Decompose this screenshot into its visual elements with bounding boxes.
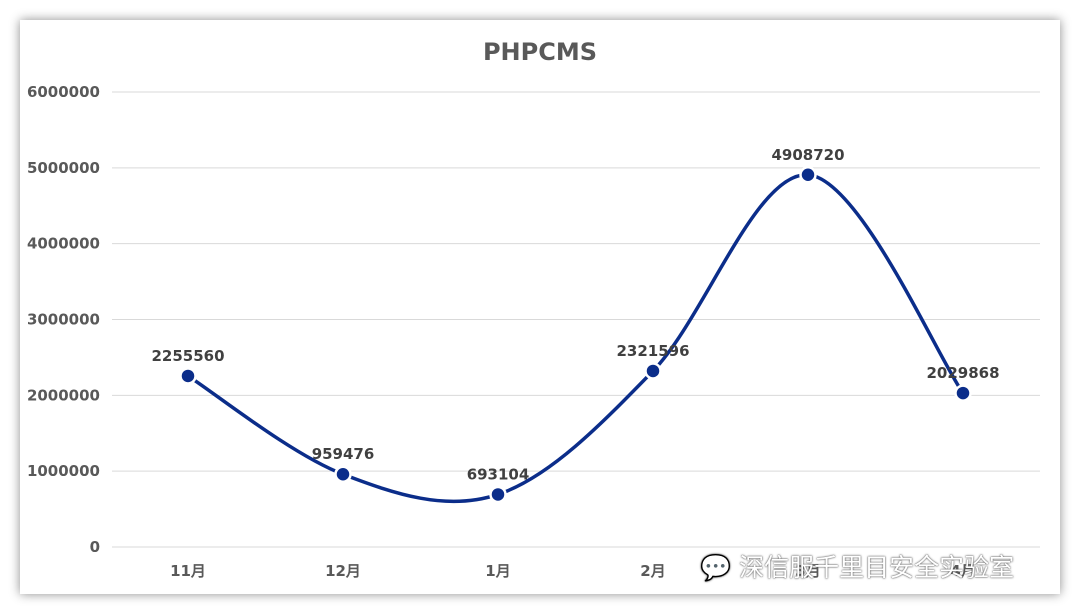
watermark: 💬 深信服千里目安全实验室 <box>700 548 1014 584</box>
chart-card <box>20 20 1060 594</box>
x-tick-label: 1月 <box>485 562 510 580</box>
data-label: 2255560 <box>151 347 224 365</box>
y-tick-label: 4000000 <box>27 235 100 253</box>
x-tick-label: 12月 <box>325 562 361 580</box>
data-label: 2029868 <box>926 364 999 382</box>
wechat-icon: 💬 <box>700 553 732 582</box>
y-tick-label: 5000000 <box>27 159 100 177</box>
data-label: 2321596 <box>616 342 689 360</box>
series-line <box>187 172 965 504</box>
x-tick-label: 4月 <box>950 562 975 580</box>
data-label: 4908720 <box>771 146 844 164</box>
data-point <box>644 362 662 380</box>
y-tick-label: 2000000 <box>27 386 100 404</box>
data-label: 959476 <box>312 445 375 463</box>
x-tick-label: 11月 <box>170 562 206 580</box>
data-point <box>179 367 197 385</box>
y-tick-label: 3000000 <box>27 311 100 329</box>
data-point <box>954 384 972 402</box>
data-point <box>489 485 507 504</box>
data-label: 693104 <box>467 465 530 483</box>
y-tick-label: 6000000 <box>27 83 100 101</box>
y-tick-label: 1000000 <box>27 462 100 480</box>
data-point <box>799 166 817 184</box>
y-tick-label: 0 <box>90 538 100 556</box>
chart-title: PHPCMS <box>483 38 597 66</box>
watermark-text: 深信服千里目安全实验室 <box>739 553 1015 582</box>
x-tick-label: 2月 <box>640 562 665 580</box>
data-point <box>334 465 352 483</box>
x-tick-label: 3月 <box>795 562 820 580</box>
